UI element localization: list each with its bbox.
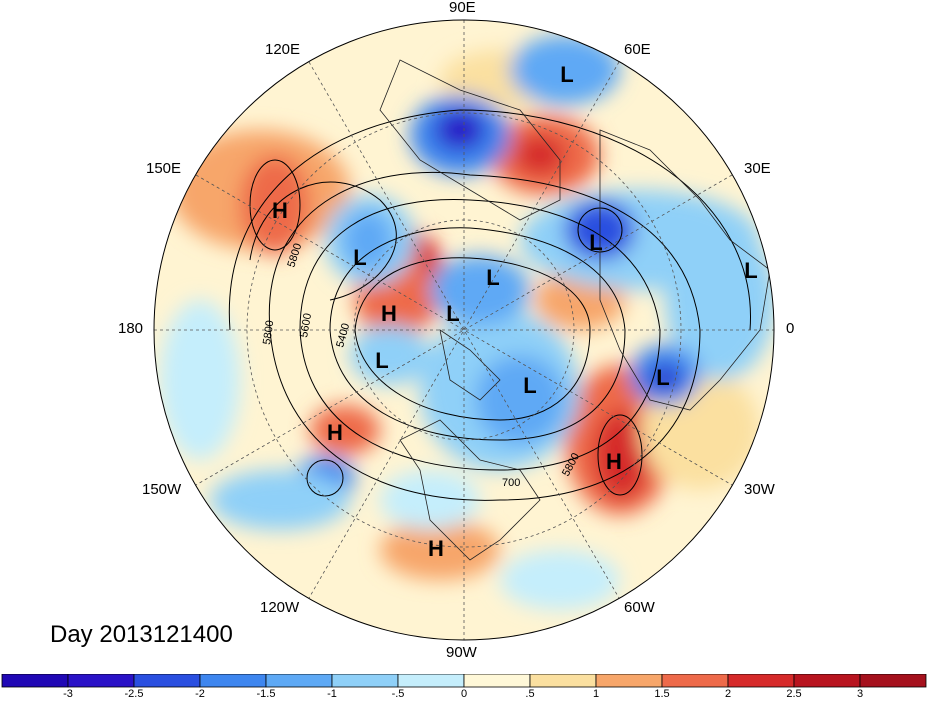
high-center: H [272, 198, 288, 223]
colorbar-tick-label: 3 [856, 688, 864, 700]
map-boundary [153, 19, 775, 641]
colorbar-cell [529, 674, 597, 688]
colorbar-cell [595, 674, 663, 688]
colorbar-cell [199, 674, 267, 688]
lon-label-180: 180 [118, 320, 144, 337]
colorbar-tick-label: .5 [525, 688, 535, 700]
colorbar-cell [397, 674, 465, 688]
colorbar-tick-label: -2 [195, 688, 205, 700]
low-center: L [446, 301, 459, 326]
contour-label: 5800 [261, 320, 276, 346]
contour-label: 700 [502, 477, 520, 489]
colorbar-cell [265, 674, 333, 688]
colorbar-cell [133, 674, 201, 688]
lon-label-120e: 120E [265, 41, 301, 58]
lon-label-90e: 90E [449, 0, 476, 16]
high-center: H [428, 536, 444, 561]
pressure-centers: L L L L L L L L L H H H H H [272, 62, 758, 561]
lon-label-150w: 150W [142, 481, 182, 498]
high-center: H [606, 449, 622, 474]
colorbar-tick-label: 2 [724, 688, 732, 700]
lon-label-150e: 150E [146, 160, 182, 177]
lon-label-60w: 60W [624, 599, 655, 616]
colorbar-cell [1, 674, 69, 688]
lon-label-60e: 60E [624, 41, 651, 58]
colorbar-cell [793, 674, 861, 688]
colorbar-cell [661, 674, 729, 688]
low-center: L [656, 365, 669, 390]
colorbar-cell [859, 674, 927, 688]
low-center: L [353, 245, 366, 270]
colorbar-tick-label: 2.5 [786, 688, 802, 700]
colorbar-tick-label: 1 [592, 688, 600, 700]
colorbar-cell [67, 674, 135, 688]
colorbar [1, 674, 927, 688]
low-center: L [589, 230, 602, 255]
high-center: H [327, 420, 343, 445]
colorbar-tick-label: -1 [327, 688, 337, 700]
colorbar-tick-label: -3 [63, 688, 73, 700]
contour-label: 5600 [298, 312, 314, 338]
colorbar-tick-label: 0 [460, 688, 468, 700]
colorbar-tick-label: 1.5 [654, 688, 670, 700]
colorbar-tick-label: -1.5 [256, 688, 276, 700]
lon-label-120w: 120W [260, 599, 300, 616]
colorbar-cell [727, 674, 795, 688]
low-center: L [486, 265, 499, 290]
date-title: Day 2013121400 [50, 621, 233, 648]
low-center: L [744, 258, 757, 283]
colorbar-cell [463, 674, 531, 688]
lon-label-30e: 30E [744, 160, 771, 177]
high-center: H [381, 301, 397, 326]
colorbar-tick-label: -.5 [391, 688, 405, 700]
lon-label-90w: 90W [446, 644, 477, 661]
lon-label-0: 0 [786, 320, 795, 337]
lon-label-30w: 30W [744, 481, 775, 498]
low-center: L [523, 373, 536, 398]
colorbar-cell [331, 674, 399, 688]
low-center: L [375, 348, 388, 373]
colorbar-tick-label: -2.5 [124, 688, 144, 700]
graticule [154, 20, 774, 640]
low-center: L [560, 62, 573, 87]
